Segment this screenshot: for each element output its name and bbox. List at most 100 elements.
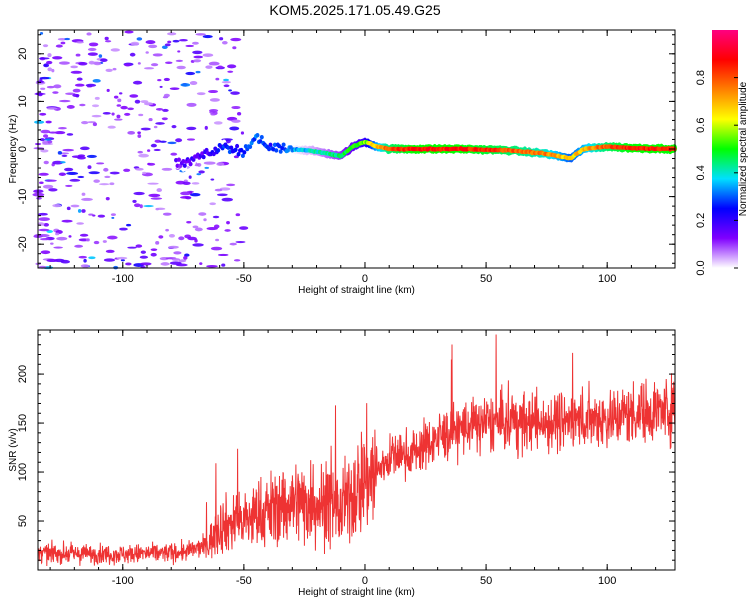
noise-blob <box>137 134 142 138</box>
noise-blob <box>75 41 84 44</box>
noise-blob <box>66 105 75 109</box>
noise-blob <box>209 109 219 113</box>
noise-blob <box>145 51 149 54</box>
noise-blob <box>224 229 231 232</box>
noise-blob <box>226 183 236 187</box>
noise-blob <box>97 214 106 218</box>
noise-blob <box>81 192 86 196</box>
spectrogram-x-axis-label: Height of straight line (km) <box>298 285 415 296</box>
noise-blob <box>83 258 87 263</box>
noise-blob <box>58 172 67 176</box>
noise-blob <box>235 240 246 244</box>
ridge-core <box>229 145 234 150</box>
noise-blob <box>39 32 44 35</box>
noise-blob <box>106 88 110 93</box>
noise-blob <box>65 92 76 96</box>
noise-blob <box>193 55 204 59</box>
noise-blob <box>96 162 105 165</box>
noise-blob <box>45 120 52 124</box>
noise-blob <box>114 118 123 121</box>
noise-blob <box>47 53 52 58</box>
y-tick-label: 100 <box>17 463 29 481</box>
noise-blob <box>150 252 157 257</box>
noise-blob <box>79 103 86 107</box>
noise-blob <box>175 263 188 267</box>
noise-blob <box>87 165 92 170</box>
noise-blob <box>206 264 218 268</box>
noise-blob <box>70 65 79 69</box>
noise-blob <box>40 129 51 134</box>
noise-blob <box>61 154 68 157</box>
snr-x-axis-label: Height of straight line (km) <box>298 587 415 598</box>
noise-blob <box>66 171 79 175</box>
noise-blob <box>46 85 55 89</box>
noise-blob <box>165 228 170 232</box>
ridge-core <box>182 163 187 168</box>
noise-blob <box>43 222 49 227</box>
noise-blob <box>88 256 96 260</box>
noise-blob <box>205 65 213 69</box>
noise-blob <box>46 107 58 110</box>
noise-blob <box>161 45 168 49</box>
noise-blob <box>140 262 152 266</box>
snr-y-ticks: 50 100 150 200 <box>17 365 29 527</box>
noise-blob <box>137 131 141 134</box>
noise-blob <box>112 67 117 71</box>
noise-blob <box>179 196 191 199</box>
noise-blob <box>210 113 216 116</box>
ridge-core <box>277 143 282 149</box>
noise-blob <box>137 150 143 154</box>
noise-blob <box>147 182 159 185</box>
noise-blob <box>58 126 67 130</box>
noise-blob <box>120 259 125 262</box>
noise-blob <box>182 181 191 186</box>
noise-blob <box>221 81 232 84</box>
noise-blob <box>53 246 64 249</box>
noise-blob <box>40 87 46 90</box>
noise-blob <box>40 250 51 255</box>
noise-blob <box>138 153 149 158</box>
noise-blob <box>88 213 94 216</box>
noise-blob <box>171 125 177 129</box>
noise-blob <box>103 258 116 262</box>
noise-blob <box>72 93 80 97</box>
noise-blob <box>80 264 90 268</box>
noise-blob <box>69 178 81 182</box>
noise-blob <box>58 61 70 65</box>
noise-blob <box>91 104 100 108</box>
noise-blob <box>169 87 180 90</box>
spectrogram-frame <box>37 29 676 269</box>
noise-blob <box>215 238 220 242</box>
noise-blob <box>165 61 173 65</box>
noise-blob <box>39 238 50 241</box>
noise-blob <box>210 246 223 251</box>
noise-blob <box>229 242 237 246</box>
noise-blob <box>64 37 71 41</box>
plot-frame <box>37 329 676 571</box>
noise-blob <box>189 81 198 86</box>
noise-blob <box>188 175 192 179</box>
noise-blob <box>176 65 186 70</box>
noise-blob <box>175 138 183 143</box>
noise-blob <box>155 207 160 211</box>
ridge-core <box>255 133 260 138</box>
snr-panel: -100 -50 0 50 100 50 100 150 200 Height of stra… <box>8 329 676 598</box>
noise-blob <box>48 131 58 134</box>
noise-blob <box>187 236 197 241</box>
noise-blob <box>167 141 177 145</box>
noise-blob <box>61 219 73 223</box>
noise-blob <box>116 256 128 260</box>
snr-frame <box>37 329 676 571</box>
ridge-core <box>233 147 238 153</box>
noise-blob <box>219 187 231 191</box>
noise-blob <box>210 178 215 181</box>
noise-blob <box>52 203 62 208</box>
noise-blob <box>221 41 228 45</box>
ridge-core <box>281 142 286 147</box>
noise-blob <box>91 114 102 118</box>
y-tick-label: 10 <box>17 95 29 107</box>
noise-blob <box>194 227 203 232</box>
noise-blob <box>148 118 153 122</box>
noise-blob <box>137 62 141 65</box>
noise-blob <box>76 77 83 81</box>
